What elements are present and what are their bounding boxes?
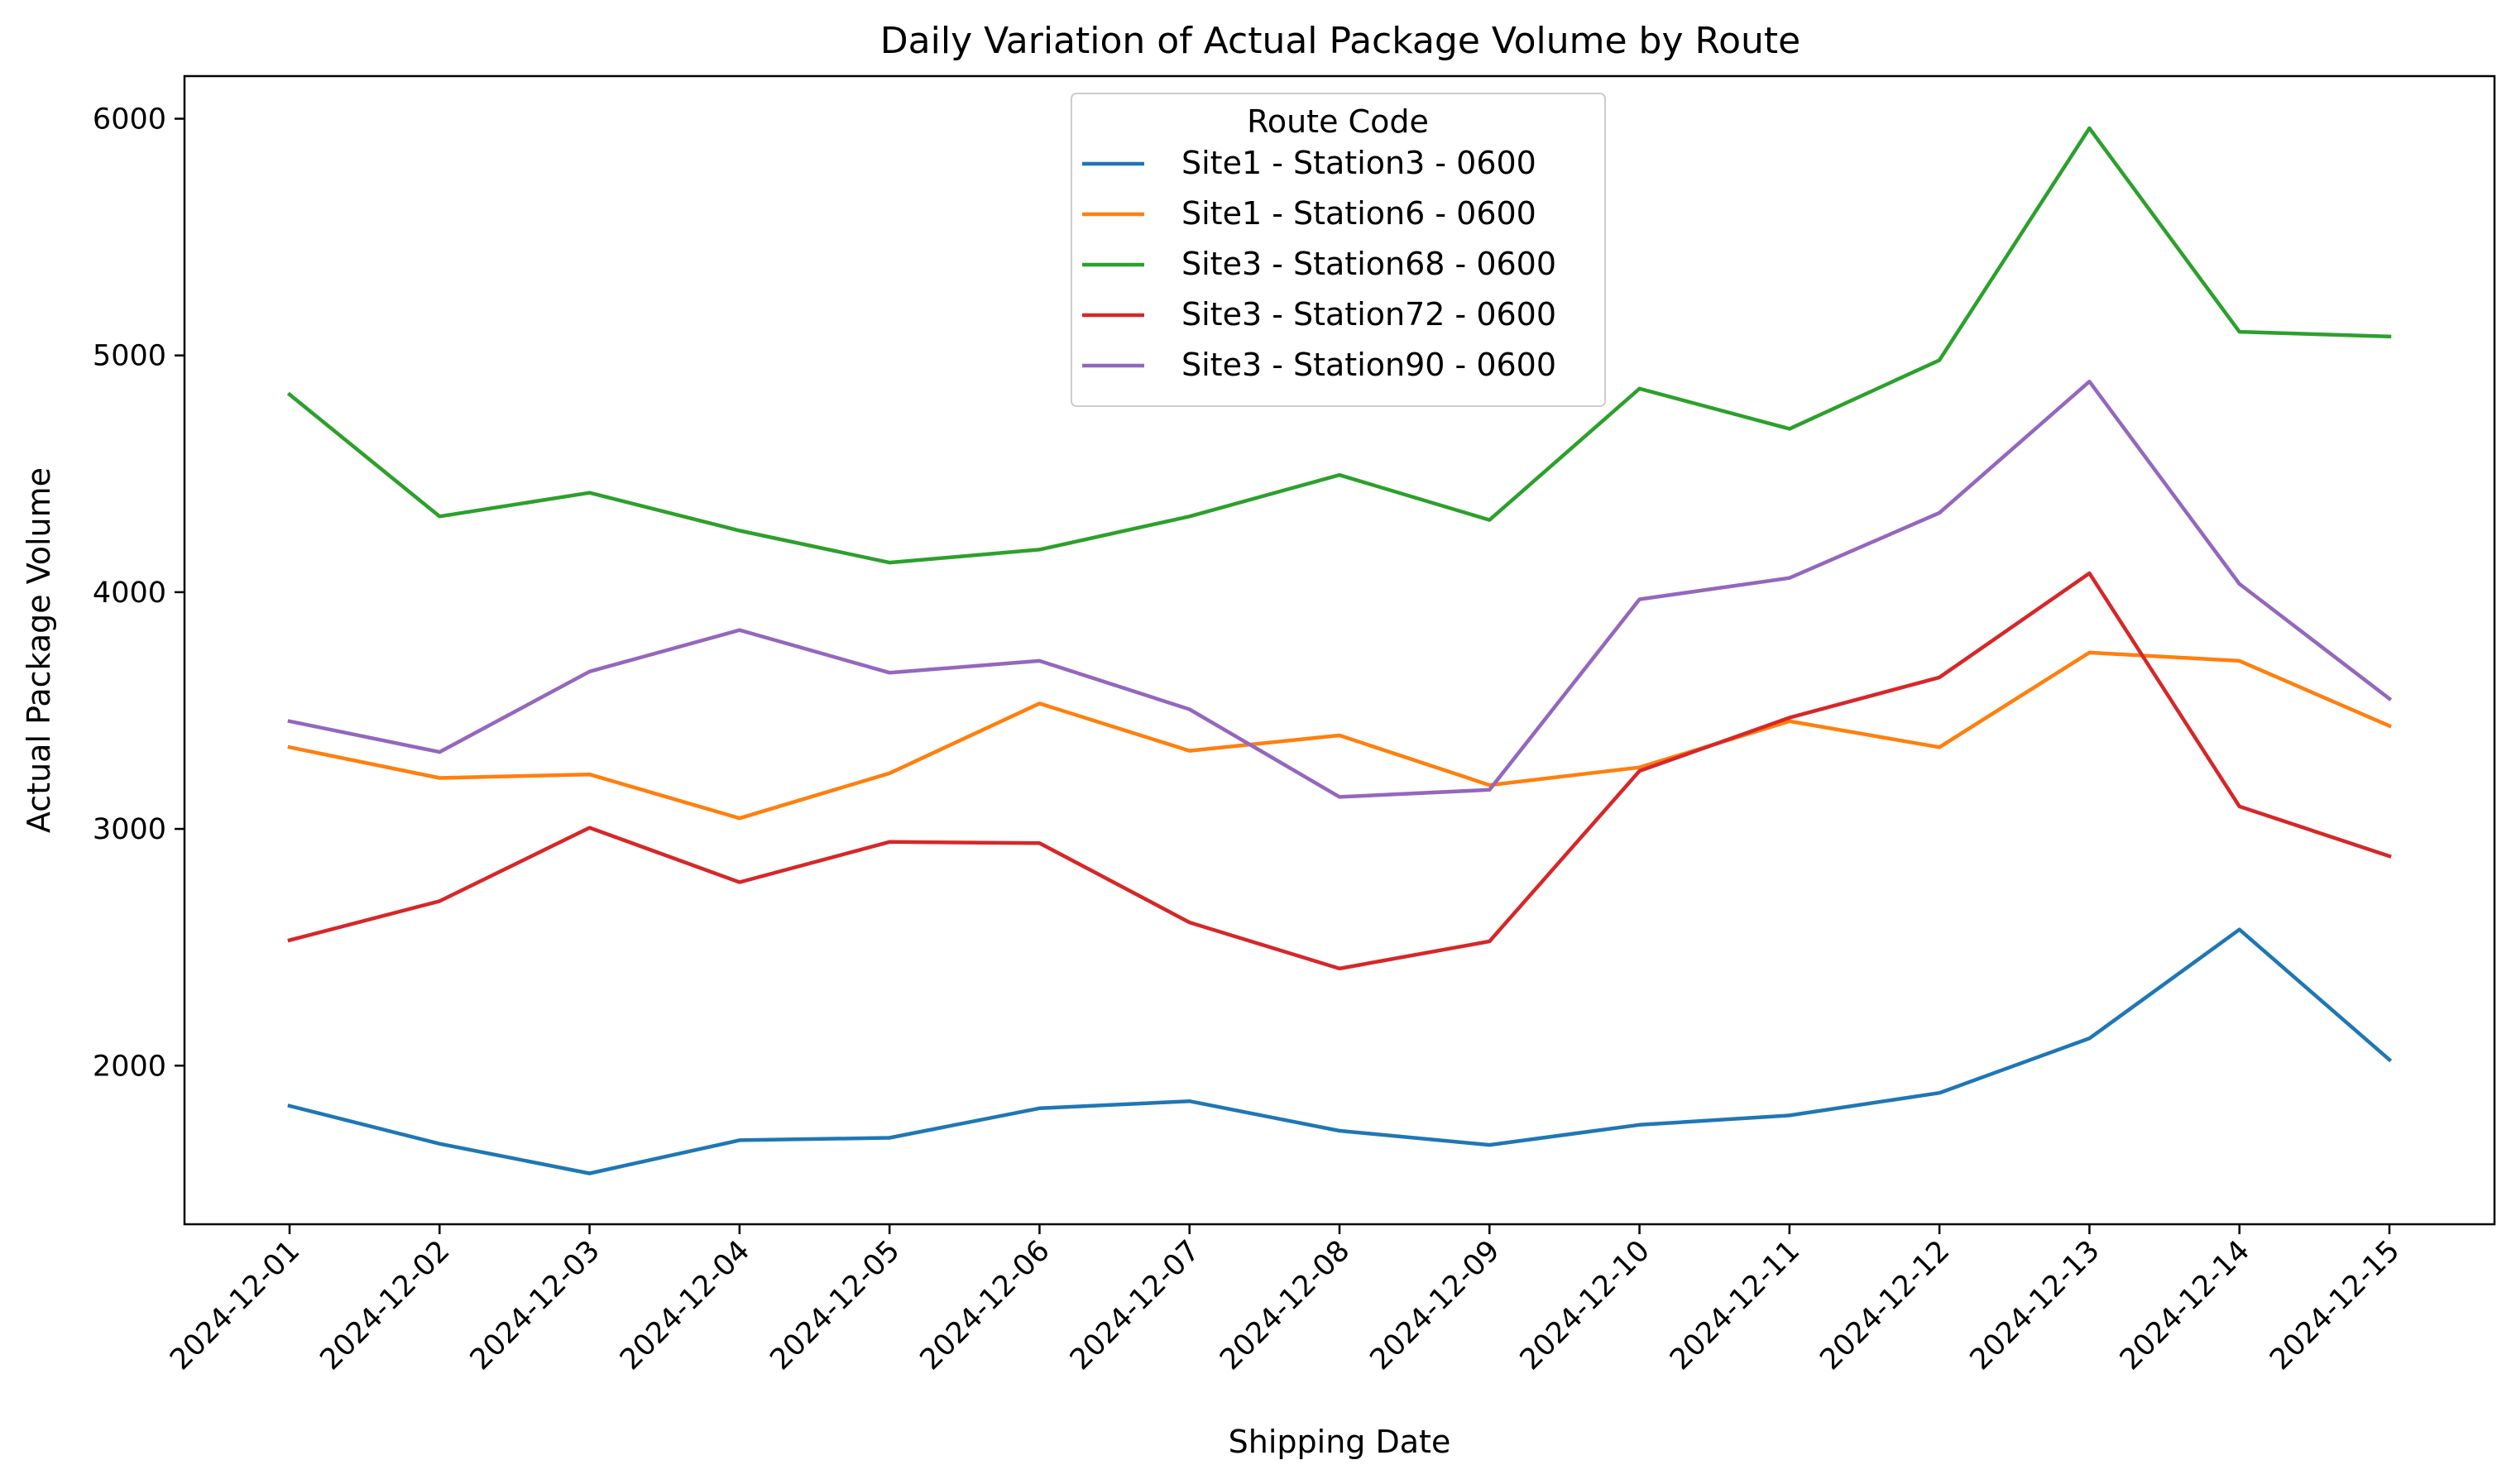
series-line-5 xyxy=(287,379,2393,799)
y-axis: 2000 3000 4000 5000 6000 xyxy=(93,103,185,1083)
legend-title: Route Code xyxy=(1247,103,1429,140)
chart-title: Daily Variation of Actual Package Volume… xyxy=(880,20,1800,62)
series-line-4 xyxy=(287,571,2392,971)
x-axis-label: Shipping Date xyxy=(1229,1424,1451,1460)
legend: Route Code Site1 - Station3 - 0600Site1 … xyxy=(1071,93,1606,407)
y-tick-label: 3000 xyxy=(93,813,166,846)
y-tick-label: 5000 xyxy=(93,340,166,373)
legend-label: Site3 - Station90 - 0600 xyxy=(1181,347,1556,383)
y-tick-label: 4000 xyxy=(93,577,166,610)
series-line-2 xyxy=(287,650,2392,821)
legend-label: Site1 - Station6 - 0600 xyxy=(1181,195,1536,232)
plot-lines xyxy=(286,126,2393,1175)
series-line-3 xyxy=(286,126,2392,565)
legend-box xyxy=(1071,93,1606,407)
y-tick-label: 2000 xyxy=(93,1050,166,1083)
y-tick-label: 6000 xyxy=(93,103,166,136)
y-axis-label: Actual Package Volume xyxy=(21,467,57,833)
legend-label: Site3 - Station72 - 0600 xyxy=(1181,296,1556,333)
series-line-1 xyxy=(287,927,2393,1175)
legend-items: Site1 - Station3 - 0600 Site1 - Station6 … xyxy=(1082,145,1556,383)
legend-label: Site3 - Station68 - 0600 xyxy=(1181,246,1556,282)
legend-label: Site1 - Station3 - 0600 xyxy=(1181,145,1536,181)
